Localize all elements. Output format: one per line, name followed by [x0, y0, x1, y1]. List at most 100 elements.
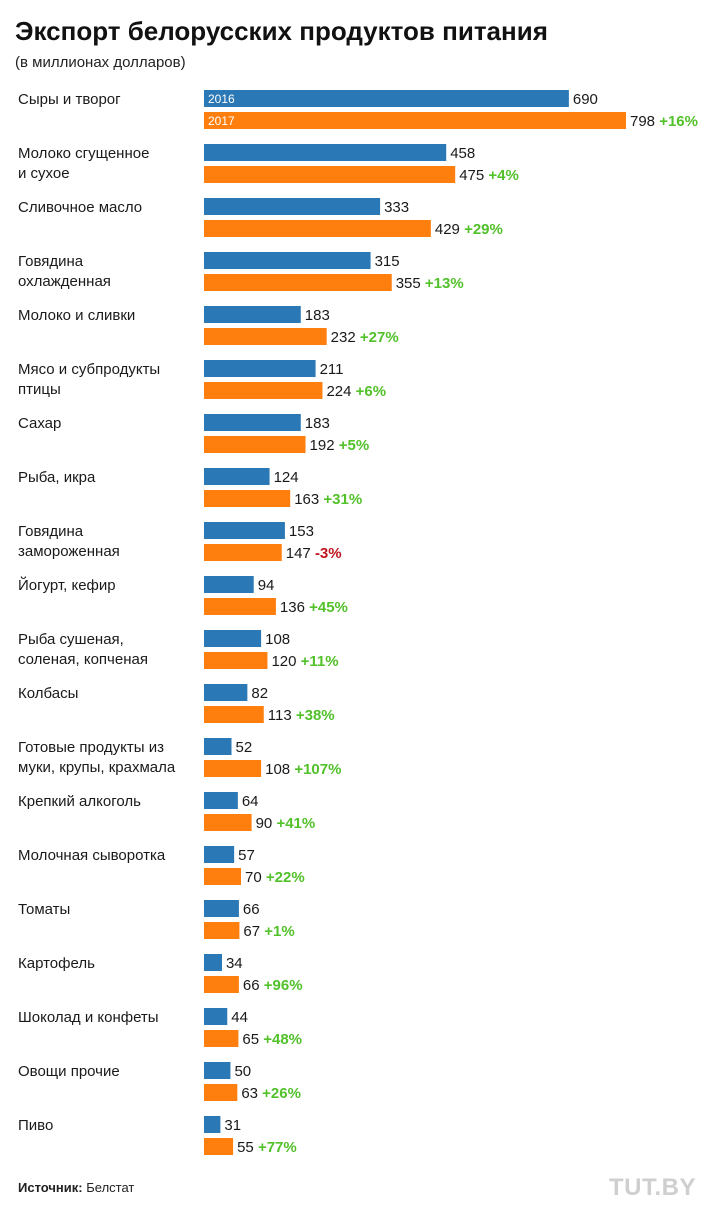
value-label-2016: 31 [224, 1117, 241, 1134]
category-label: Говядина [18, 253, 84, 270]
value-label-2017: 224 +6% [326, 383, 386, 400]
bar-group: Говядина охлажденная 315 355 +13% [18, 252, 464, 292]
value-label-2017: 70 +22% [245, 869, 305, 886]
value-label-2016: 333 [384, 199, 409, 216]
bar-2017 [204, 1030, 239, 1047]
change-label: +13% [425, 275, 464, 292]
legend-2017: 2017 [208, 114, 235, 128]
bar-group: Томаты 66 67 +1% [18, 900, 295, 940]
value-label-2016: 44 [231, 1009, 248, 1026]
value-label-2017: 163 +31% [294, 491, 362, 508]
value-2017: 224 [326, 383, 355, 400]
category-label: Сахар [18, 415, 61, 432]
value-2017: 67 [243, 923, 264, 940]
bar-2017 [204, 976, 239, 993]
source-label: Источник: [18, 1180, 83, 1195]
value-label-2016: 52 [235, 739, 252, 756]
value-2017: 108 [265, 761, 294, 778]
bar-group: Сахар 183 192 +5% [18, 414, 369, 454]
bar-2017 [204, 598, 276, 615]
value-label-2017: 798 +16% [630, 113, 698, 130]
bar-2016 [204, 522, 285, 539]
value-label-2016: 315 [375, 253, 400, 270]
bar-2017 [204, 652, 268, 669]
change-label: +4% [488, 167, 518, 184]
value-label-2017: 232 +27% [331, 329, 399, 346]
value-2017: 120 [271, 653, 300, 670]
source-note: Источник: Белстат [18, 1180, 134, 1195]
bar-2017 [204, 1084, 238, 1101]
category-label: Готовые продукты из [18, 739, 164, 756]
value-2017: 475 [459, 167, 488, 184]
bar-group: Шоколад и конфеты 44 65 +48% [18, 1008, 302, 1048]
source-value: Белстат [86, 1180, 135, 1195]
bar-group: Пиво 31 55 +77% [18, 1116, 297, 1156]
bar-2016 [204, 414, 301, 431]
category-label: Картофель [18, 955, 95, 972]
value-label-2017: 475 +4% [459, 167, 519, 184]
change-label: +31% [323, 491, 362, 508]
value-label-2017: 120 +11% [271, 653, 338, 670]
value-label-2017: 108 +107% [265, 761, 341, 778]
category-label: Сливочное масло [18, 199, 142, 216]
category-label: соленая, копченая [18, 651, 148, 668]
bar-group: Готовые продукты из муки, крупы, крахмала… [18, 738, 341, 778]
value-label-2016: 64 [242, 793, 259, 810]
bar-2017 [204, 814, 252, 831]
bar-2016 [204, 198, 381, 215]
bar-2017 [204, 760, 262, 777]
bar-group: Сыры и творог 690 798 +16% 2016 2017 [18, 90, 698, 130]
category-label: Рыба, икра [18, 469, 96, 486]
value-label-2016: 66 [243, 901, 260, 918]
value-2017: 55 [237, 1139, 258, 1156]
change-label: +48% [263, 1031, 302, 1048]
bar-2016 [204, 306, 301, 323]
value-label-2017: 65 +48% [242, 1031, 302, 1048]
value-label-2016: 211 [320, 361, 344, 378]
value-label-2017: 192 +5% [310, 437, 370, 454]
bar-2016 [204, 360, 316, 377]
value-label-2017: 113 +38% [268, 707, 335, 724]
value-2017: 798 [630, 113, 659, 130]
change-label: +45% [309, 599, 348, 616]
bar-group: Йогурт, кефир 94 136 +45% [18, 576, 348, 616]
change-label: +16% [659, 113, 698, 130]
category-label: Шоколад и конфеты [18, 1009, 159, 1026]
value-label-2016: 108 [265, 631, 290, 648]
change-label: +5% [339, 437, 369, 454]
bar-2016 [204, 954, 222, 971]
category-label: Крепкий алкоголь [18, 793, 141, 810]
bar-2016 [204, 684, 248, 701]
bar-2016 [204, 900, 239, 917]
category-label: Овощи прочие [18, 1063, 120, 1080]
bar-group: Мясо и субпродукты птицы 211 224 +6% [18, 360, 386, 400]
value-2017: 429 [435, 221, 464, 238]
category-label: замороженная [18, 543, 120, 560]
value-label-2016: 183 [305, 307, 330, 324]
bar-2016 [204, 90, 569, 107]
bar-group: Крепкий алкоголь 64 90 +41% [18, 792, 315, 832]
change-label: +29% [464, 221, 503, 238]
bar-2017 [204, 220, 431, 237]
bar-group: Говядина замороженная 153 147 -3% [18, 522, 342, 562]
category-label: птицы [18, 381, 61, 398]
bar-2017 [204, 382, 323, 399]
bar-group: Молочная сыворотка 57 70 +22% [18, 846, 305, 886]
value-label-2016: 94 [258, 577, 275, 594]
value-2017: 192 [310, 437, 339, 454]
bar-2017 [204, 274, 392, 291]
change-label: +26% [262, 1085, 301, 1102]
value-label-2016: 153 [289, 523, 314, 540]
bar-2017 [204, 490, 291, 507]
bar-2017 [204, 328, 327, 345]
bar-2017 [204, 436, 306, 453]
value-label-2016: 50 [234, 1063, 251, 1080]
change-label: +1% [264, 923, 294, 940]
bar-2017 [204, 706, 264, 723]
value-2017: 163 [294, 491, 323, 508]
bar-2017 [204, 166, 456, 183]
value-label-2017: 136 +45% [280, 599, 348, 616]
bar-2016 [204, 576, 254, 593]
category-label: муки, крупы, крахмала [18, 759, 176, 776]
